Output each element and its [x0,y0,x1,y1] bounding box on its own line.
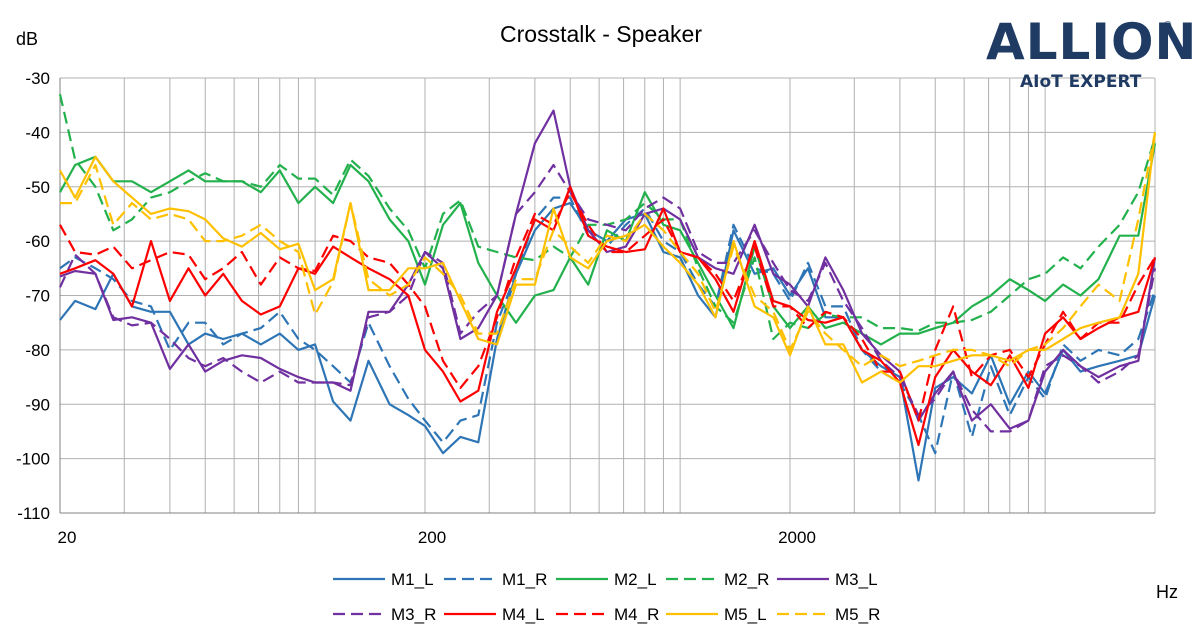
x-axis-label: Hz [1156,582,1178,602]
y-tick-label: -30 [25,69,50,88]
legend: M1_L M1_R M2_L M2_R M3_L M3_R M4_L M4_R M5_L M5_R [333,570,880,624]
logo-tagline: AIoT EXPERT [1020,72,1142,92]
series-line-m5-l [59,132,1157,384]
legend-label: M3_R [391,605,436,624]
legend-item-m3-l: M3_L [777,570,878,589]
x-tick-labels: 20 200 2000 [58,528,816,547]
legend-item-m4-r: M4_R [556,605,659,624]
legend-label: M4_R [614,605,659,624]
y-tick-label: -70 [25,287,50,306]
x-tick-label: 20 [58,528,77,547]
legend-item-m3-r: M3_R [333,605,436,624]
series-line-m3-l [59,109,1157,430]
legend-label: M2_R [724,570,769,589]
legend-label: M1_L [391,570,434,589]
legend-label: M5_L [724,605,767,624]
y-tick-label: -110 [17,504,50,523]
legend-label: M3_L [835,570,878,589]
axes [59,78,1155,514]
series-line-m5-r [60,132,1157,368]
y-tick-labels: -30 -40 -50 -60 -70 -80 -90 -100 -110 [16,69,50,523]
legend-item-m1-r: M1_R [444,570,547,589]
series-line-m1-r [59,196,1157,455]
logo-registered-mark: ® [1164,20,1172,31]
legend-item-m1-l: M1_L [333,570,434,589]
y-tick-label: -60 [25,232,50,251]
y-tick-label: -50 [25,178,50,197]
legend-item-m5-l: M5_L [666,605,767,624]
y-tick-label: -80 [25,341,50,360]
legend-label: M1_R [502,570,547,589]
y-axis-label: dB [16,29,39,49]
x-tick-label: 200 [418,528,446,547]
x-tick-label: 2000 [778,528,816,547]
allion-logo: ALLION ® AIoT EXPERT [986,12,1196,96]
series-line-m2-l [59,143,1157,346]
chart-title: Crosstalk - Speaker [500,21,702,47]
series-line-m3-r [59,163,1157,433]
legend-item-m4-l: M4_L [444,605,545,624]
y-tick-label: -90 [25,395,50,414]
series-line-m4-r [59,191,1156,422]
legend-item-m5-r: M5_R [777,605,880,624]
legend-label: M4_L [502,605,545,624]
legend-label: M5_R [835,605,880,624]
legend-item-m2-r: M2_R [666,570,769,589]
legend-item-m2-l: M2_L [556,570,657,589]
series-line-m2-r [58,94,1157,341]
y-tick-label: -40 [25,123,50,142]
series-line-m1-l [59,202,1157,482]
legend-label: M2_L [614,570,657,589]
series-line-m4-l [59,185,1157,447]
logo-wordmark: ALLION [986,13,1198,71]
y-tick-label: -100 [16,450,50,469]
series-lines [58,94,1157,482]
